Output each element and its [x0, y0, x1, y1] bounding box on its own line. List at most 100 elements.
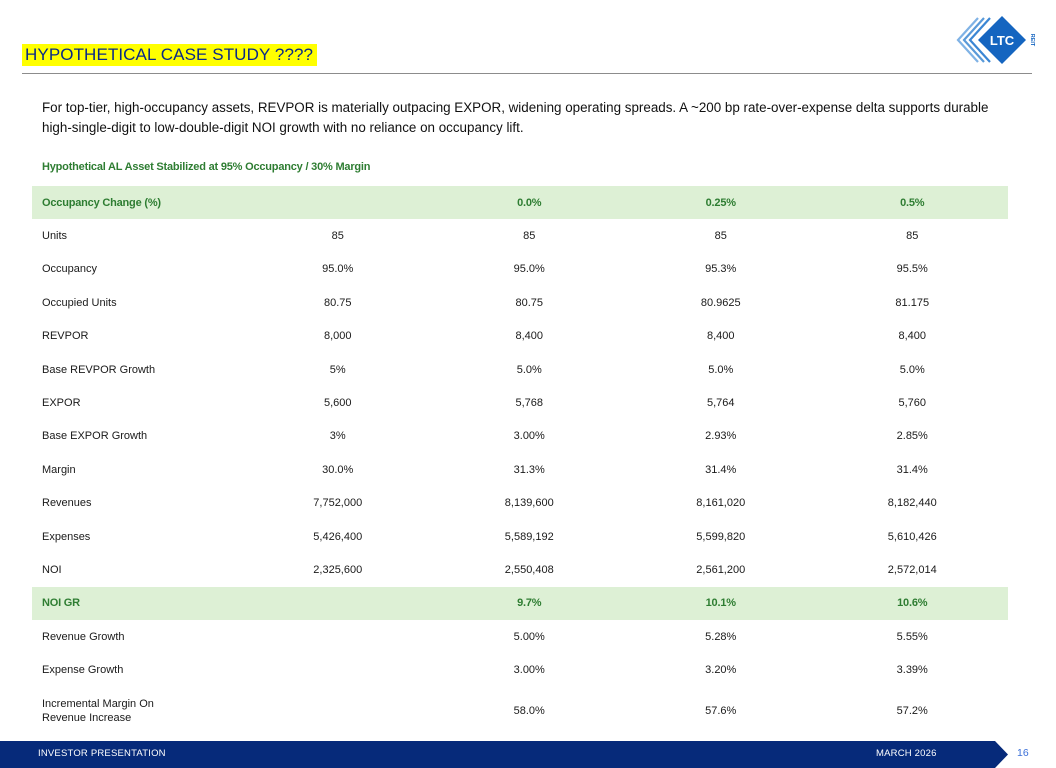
table-row-occupancy: Occupancy 95.0% 95.0% 95.3% 95.5%	[32, 253, 1008, 286]
table-cell	[242, 653, 434, 686]
row-label: Base REVPOR Growth	[42, 363, 156, 376]
table-cell: 5.55%	[896, 630, 928, 643]
row-label: REVPOR	[42, 330, 89, 343]
row-label: Incremental Margin On Revenue Increase	[32, 687, 242, 735]
slide-title-wrap: HYPOTHETICAL CASE STUDY ????	[22, 44, 318, 66]
row-label: Revenue Growth	[42, 630, 125, 643]
table-row-revenue-growth: Revenue Growth 5.00% 5.28% 5.55%	[32, 620, 1008, 653]
table-row-expenses: Expenses 5,426,400 5,589,192 5,599,820 5…	[32, 520, 1008, 553]
table-cell: 31.3%	[513, 463, 545, 476]
table-cell: 5.0%	[899, 363, 925, 376]
table-row-expense-growth: Expense Growth 3.00% 3.20% 3.39%	[32, 653, 1008, 686]
table-cell: 5.28%	[705, 630, 737, 643]
header-cell: 0.5%	[816, 186, 1008, 220]
table-cell: 80.75	[515, 296, 544, 309]
footer-bar	[0, 741, 1008, 768]
table-row-noi: NOI 2,325,600 2,550,408 2,561,200 2,572,…	[32, 553, 1008, 586]
row-label: Occupied Units	[42, 296, 117, 309]
table-cell: 85	[714, 230, 727, 243]
table-row-expor: EXPOR 5,600 5,768 5,764 5,760	[32, 386, 1008, 419]
table-cell: 8,000	[323, 330, 352, 343]
table-cell: 5,610,426	[887, 530, 937, 543]
table-cell: 2,572,014	[887, 563, 937, 576]
table-cell: 80.75	[323, 296, 352, 309]
table-cell: 8,400	[515, 330, 544, 343]
table-cell	[242, 687, 434, 735]
occupancy-change-header-row: Occupancy Change (%) 0.0% 0.25% 0.5%	[32, 186, 1008, 220]
table-cell: 7,752,000	[313, 497, 363, 510]
row-label: Margin	[42, 463, 76, 476]
table-cell: 5.00%	[513, 630, 545, 643]
table-cell	[242, 586, 434, 621]
row-label: Revenues	[42, 497, 92, 510]
logo-chevron-mid	[962, 17, 985, 63]
table-cell: 9.7%	[433, 586, 625, 621]
table-cell: 5,764	[706, 397, 735, 410]
table-cell: 8,400	[706, 330, 735, 343]
table-cell: 3.00%	[513, 664, 545, 677]
logo-chevron-inner	[968, 17, 991, 63]
footer-date: MARCH 2026	[876, 748, 937, 759]
table-cell: 8,182,440	[887, 497, 937, 510]
table-row-base-expor-growth: Base EXPOR Growth 3% 3.00% 2.93% 2.85%	[32, 420, 1008, 453]
table-cell: 5,600	[323, 397, 352, 410]
table-cell: 57.6%	[705, 704, 737, 717]
table-cell: 3.20%	[705, 664, 737, 677]
row-label-line-2: Revenue Increase	[42, 711, 132, 724]
table-cell: 80.9625	[700, 296, 741, 309]
row-label: Expense Growth	[42, 664, 124, 677]
ltc-reit-logo: LTC REIT	[956, 16, 1035, 64]
table-cell: 5,426,400	[313, 530, 363, 543]
table-cell: 95.5%	[896, 263, 928, 276]
logo-diamond	[978, 16, 1026, 64]
row-label: EXPOR	[42, 397, 81, 410]
table-cell	[242, 620, 434, 653]
table-row-revpor: REVPOR 8,000 8,400 8,400 8,400	[32, 320, 1008, 353]
title-divider	[22, 73, 1032, 74]
table-cell: 2,550,408	[504, 563, 554, 576]
table-cell: 3%	[329, 430, 346, 443]
table-row-occupied-units: Occupied Units 80.75 80.75 80.9625 81.17…	[32, 286, 1008, 319]
table-cell: 5,768	[515, 397, 544, 410]
table-cell: 95.0%	[513, 263, 545, 276]
header-cell: 0.0%	[433, 186, 625, 220]
table-cell: 31.4%	[896, 463, 928, 476]
table-cell: 8,400	[898, 330, 927, 343]
row-label: Occupancy Change (%)	[32, 186, 242, 220]
table-cell: 5%	[329, 363, 346, 376]
table-cell: 95.3%	[705, 263, 737, 276]
table-cell: 2.85%	[896, 430, 928, 443]
page-number: 16	[1017, 747, 1029, 759]
table-subheading: Hypothetical AL Asset Stabilized at 95% …	[42, 161, 371, 173]
footer: INVESTOR PRESENTATION MARCH 2026 16	[0, 741, 1056, 768]
table-cell: 5.0%	[516, 363, 542, 376]
header-cell: 0.25%	[625, 186, 817, 220]
case-study-table: Occupancy Change (%) 0.0% 0.25% 0.5% Uni…	[32, 186, 1008, 735]
table-cell: 85	[906, 230, 919, 243]
table-cell: 8,139,600	[504, 497, 554, 510]
intro-paragraph: For top-tier, high-occupancy assets, REV…	[42, 100, 989, 135]
table-cell: 2,561,200	[696, 563, 746, 576]
row-label: NOI	[42, 563, 62, 576]
row-label-line-1: Incremental Margin On	[42, 697, 154, 710]
table-cell: 5,599,820	[696, 530, 746, 543]
footer-presentation-label: INVESTOR PRESENTATION	[38, 748, 166, 759]
table-cell: 2,325,600	[313, 563, 363, 576]
slide-title: HYPOTHETICAL CASE STUDY ????	[22, 44, 318, 66]
table-cell: 5,760	[898, 397, 927, 410]
table-cell: 5,589,192	[504, 530, 554, 543]
table-cell: 85	[523, 230, 536, 243]
table-cell: 2.93%	[705, 430, 737, 443]
table-cell: 5.0%	[708, 363, 734, 376]
logo-subtext: REIT	[1029, 34, 1035, 47]
row-label: Base EXPOR Growth	[42, 430, 148, 443]
table-row-units: Units 85 85 85 85	[32, 219, 1008, 252]
table-row-base-revpor-growth: Base REVPOR Growth 5% 5.0% 5.0% 5.0%	[32, 353, 1008, 386]
table-cell: 31.4%	[705, 463, 737, 476]
table-cell: 3.00%	[513, 430, 545, 443]
table-cell: 8,161,020	[696, 497, 746, 510]
row-label: Occupancy	[42, 263, 98, 276]
row-label: Units	[42, 230, 68, 243]
table-cell: 30.0%	[322, 463, 354, 476]
logo-text: LTC	[990, 33, 1015, 48]
